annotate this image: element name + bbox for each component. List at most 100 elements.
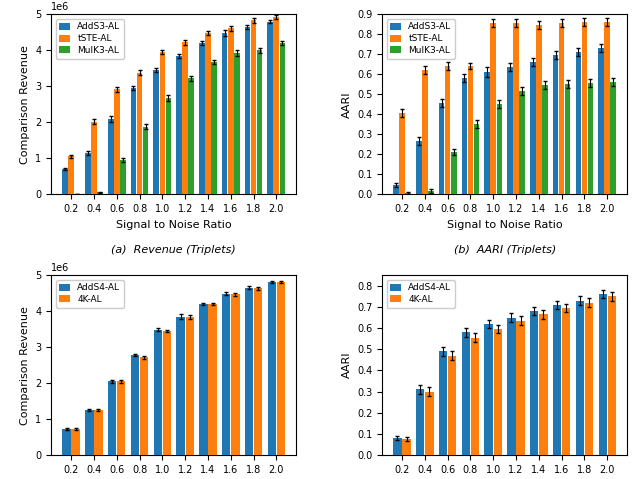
- Bar: [244, 27, 250, 194]
- Bar: [140, 357, 148, 455]
- Bar: [222, 294, 230, 455]
- Bar: [222, 33, 227, 194]
- Bar: [585, 303, 593, 455]
- Text: (b)  AARI (Triplets): (b) AARI (Triplets): [454, 245, 556, 255]
- Bar: [199, 304, 207, 455]
- Bar: [159, 52, 165, 194]
- Bar: [607, 297, 616, 455]
- Bar: [94, 410, 102, 455]
- Bar: [422, 70, 428, 194]
- Bar: [280, 43, 285, 194]
- Bar: [228, 28, 234, 194]
- Bar: [211, 62, 217, 194]
- Bar: [484, 324, 493, 455]
- Bar: [72, 429, 80, 455]
- Bar: [461, 332, 470, 455]
- Legend: AddS4-AL, 4K-AL: AddS4-AL, 4K-AL: [56, 280, 124, 308]
- Bar: [598, 48, 604, 194]
- Bar: [553, 305, 561, 455]
- X-axis label: Signal to Noise Ratio: Signal to Noise Ratio: [116, 219, 232, 229]
- Legend: AddS4-AL, 4K-AL: AddS4-AL, 4K-AL: [387, 280, 455, 308]
- Bar: [507, 68, 513, 194]
- X-axis label: Signal to Noise Ratio: Signal to Noise Ratio: [447, 219, 563, 229]
- Bar: [177, 317, 185, 455]
- Bar: [393, 438, 402, 455]
- Bar: [516, 320, 525, 455]
- Bar: [493, 329, 502, 455]
- Bar: [154, 70, 159, 194]
- Bar: [166, 98, 172, 194]
- Bar: [117, 381, 125, 455]
- Bar: [471, 338, 479, 455]
- Legend: AddS3-AL, tSTE-AL, MulK3-AL: AddS3-AL, tSTE-AL, MulK3-AL: [56, 19, 124, 58]
- Bar: [451, 152, 456, 194]
- Bar: [425, 391, 433, 455]
- Bar: [276, 282, 285, 455]
- Bar: [92, 122, 97, 194]
- Y-axis label: Comparison Revenue: Comparison Revenue: [20, 45, 29, 164]
- Bar: [273, 17, 279, 194]
- Bar: [85, 153, 91, 194]
- Bar: [497, 104, 502, 194]
- Bar: [588, 83, 593, 194]
- Bar: [234, 53, 239, 194]
- Bar: [490, 23, 496, 194]
- Bar: [62, 429, 71, 455]
- Bar: [540, 314, 548, 455]
- Bar: [519, 91, 525, 194]
- Bar: [604, 23, 610, 194]
- Bar: [598, 294, 607, 455]
- Y-axis label: AARI: AARI: [342, 352, 351, 378]
- Y-axis label: AARI: AARI: [342, 91, 351, 117]
- Bar: [416, 141, 422, 194]
- Bar: [154, 330, 162, 455]
- Y-axis label: Comparison Revenue: Comparison Revenue: [20, 306, 29, 424]
- Bar: [468, 66, 473, 194]
- Bar: [254, 288, 262, 455]
- Bar: [439, 103, 444, 194]
- Bar: [137, 73, 142, 194]
- Bar: [403, 439, 411, 455]
- Bar: [536, 25, 541, 194]
- Bar: [268, 22, 273, 194]
- Bar: [576, 301, 584, 455]
- Bar: [559, 23, 564, 194]
- Bar: [268, 283, 276, 455]
- Bar: [439, 352, 447, 455]
- Bar: [553, 56, 558, 194]
- Bar: [508, 318, 516, 455]
- Bar: [445, 66, 451, 194]
- Bar: [611, 82, 616, 194]
- Bar: [199, 43, 205, 194]
- Bar: [257, 50, 262, 194]
- Bar: [575, 52, 581, 194]
- Text: (a)  Revenue (Triplets): (a) Revenue (Triplets): [111, 245, 236, 255]
- Bar: [108, 381, 116, 455]
- Bar: [530, 311, 538, 455]
- Bar: [530, 62, 536, 194]
- Bar: [245, 288, 253, 455]
- Bar: [68, 156, 74, 194]
- Bar: [163, 331, 171, 455]
- Bar: [143, 126, 148, 194]
- Bar: [176, 56, 182, 194]
- Bar: [62, 169, 68, 194]
- Bar: [474, 124, 479, 194]
- Bar: [562, 308, 570, 455]
- Bar: [85, 410, 93, 455]
- Bar: [114, 89, 120, 194]
- Bar: [393, 185, 399, 194]
- Bar: [416, 389, 424, 455]
- Bar: [131, 88, 136, 194]
- Bar: [542, 85, 548, 194]
- Bar: [97, 193, 103, 194]
- Bar: [120, 160, 125, 194]
- Bar: [188, 79, 194, 194]
- Bar: [428, 191, 434, 194]
- Bar: [131, 355, 139, 455]
- Bar: [182, 43, 188, 194]
- Bar: [565, 84, 570, 194]
- Bar: [205, 33, 211, 194]
- Bar: [448, 355, 456, 455]
- Bar: [461, 79, 467, 194]
